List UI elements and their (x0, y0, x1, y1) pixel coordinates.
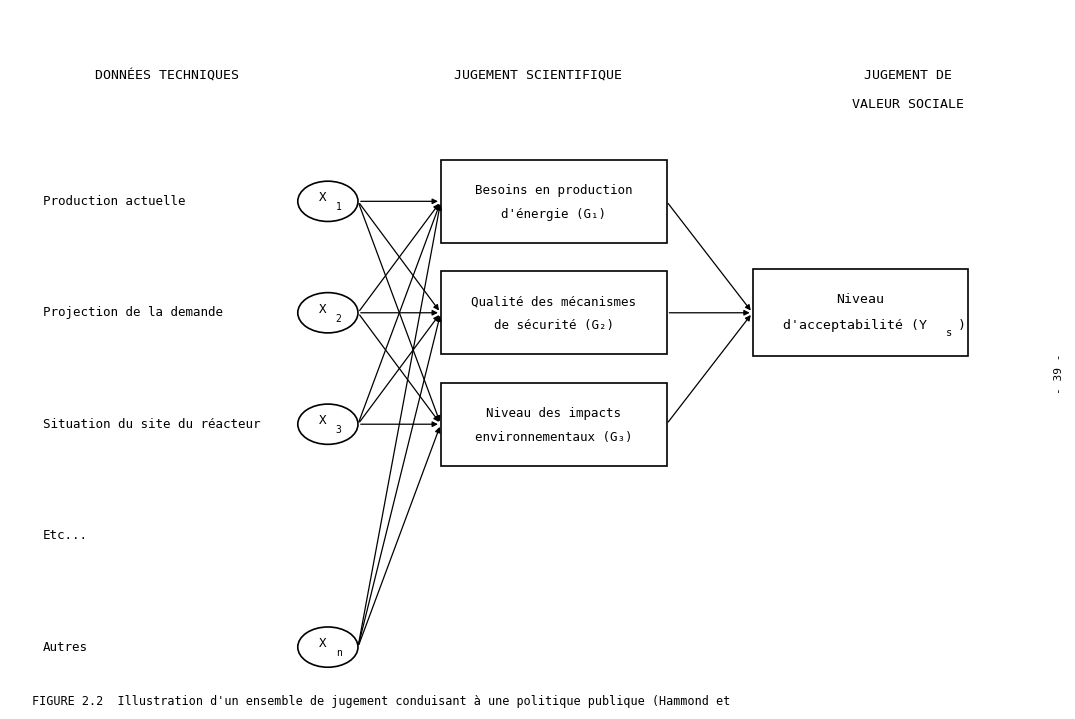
Text: X: X (319, 303, 326, 316)
Text: X: X (319, 414, 326, 427)
Text: Niveau des impacts: Niveau des impacts (486, 407, 621, 420)
Text: - 39 -: - 39 - (1054, 354, 1064, 394)
Text: s: s (946, 328, 952, 338)
Text: n: n (335, 648, 342, 658)
Text: VALEUR SOCIALE: VALEUR SOCIALE (852, 98, 964, 111)
Text: 3: 3 (335, 425, 342, 435)
Text: Qualité des mécanismes: Qualité des mécanismes (471, 296, 636, 308)
Text: Situation du site du réacteur: Situation du site du réacteur (43, 418, 260, 431)
Text: DONNÉES TECHNIQUES: DONNÉES TECHNIQUES (95, 69, 239, 82)
Text: X: X (319, 637, 326, 650)
Text: Niveau: Niveau (836, 293, 884, 306)
Text: Production actuelle: Production actuelle (43, 195, 186, 208)
Text: Etc...: Etc... (43, 529, 88, 542)
Text: 1: 1 (335, 202, 342, 212)
Text: JUGEMENT SCIENTIFIQUE: JUGEMENT SCIENTIFIQUE (454, 69, 621, 82)
Text: Projection de la demande: Projection de la demande (43, 306, 223, 319)
Text: Besoins en production: Besoins en production (475, 184, 632, 197)
Text: JUGEMENT DE: JUGEMENT DE (864, 69, 952, 82)
Text: environnementaux (G₃): environnementaux (G₃) (475, 431, 632, 444)
Text: Autres: Autres (43, 641, 88, 654)
Text: FIGURE 2.2  Illustration d'un ensemble de jugement conduisant à une politique pu: FIGURE 2.2 Illustration d'un ensemble de… (32, 695, 731, 707)
Text: de sécurité (G₂): de sécurité (G₂) (493, 319, 614, 332)
Text: ): ) (958, 319, 966, 332)
Text: X: X (319, 191, 326, 204)
Text: d'énergie (G₁): d'énergie (G₁) (501, 208, 606, 221)
Text: 2: 2 (335, 313, 342, 324)
Text: d'acceptabilité (Y: d'acceptabilité (Y (783, 319, 927, 332)
